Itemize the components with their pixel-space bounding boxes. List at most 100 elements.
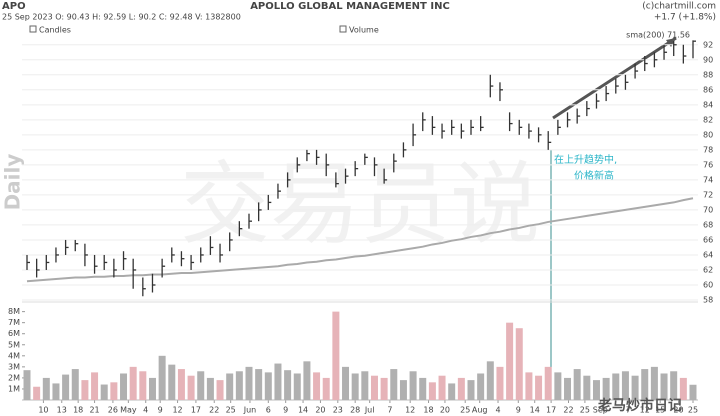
volume-bar <box>274 363 282 400</box>
symbol: APO <box>2 1 26 12</box>
x-tick-label: 25 <box>226 406 236 415</box>
volume-bar <box>284 370 292 400</box>
volume-bar <box>428 382 436 400</box>
x-tick-label: 28 <box>350 406 360 415</box>
volume-bar <box>197 371 205 400</box>
x-tick-label: Jul <box>364 406 375 415</box>
volume-bar <box>206 377 214 400</box>
volume-bar <box>255 369 263 400</box>
volume-bar <box>110 382 118 400</box>
x-tick-label: 6 <box>266 406 271 415</box>
volume-bar <box>100 384 108 400</box>
y-tick-label: 86 <box>703 85 713 94</box>
x-tick-label: 26 <box>108 406 118 415</box>
x-tick-label: 14 <box>298 406 308 415</box>
price-label: Candles <box>39 26 71 35</box>
volume-bar <box>91 372 99 400</box>
volume-tick-label: 4M <box>8 351 20 360</box>
volume-bar <box>506 322 514 400</box>
volume-bar <box>467 380 475 400</box>
sma-legend: sma(200) 71.56 <box>626 31 690 40</box>
legend-icon <box>29 25 37 33</box>
y-tick-label: 58 <box>703 296 713 305</box>
volume-bar <box>496 366 504 400</box>
source: (c)chartmill.com <box>642 2 716 12</box>
volume-bar <box>544 366 552 400</box>
volume-bar <box>264 372 272 400</box>
volume-bar <box>679 377 687 400</box>
x-tick-label: 22 <box>563 406 573 415</box>
volume-bar <box>419 377 427 400</box>
volume-bar <box>486 361 494 400</box>
x-tick-label: 23 <box>333 406 343 415</box>
volume-tick-label: 2M <box>8 373 20 382</box>
y-tick-label: 88 <box>703 70 713 79</box>
volume-bar <box>52 383 60 400</box>
volume-bar <box>448 383 456 400</box>
volume-tick-label: 3M <box>8 362 20 371</box>
volume-bar <box>641 369 649 400</box>
volume-bar <box>457 377 465 400</box>
x-tick-label: 4 <box>495 406 500 415</box>
volume-bar <box>187 375 195 400</box>
y-tick-label: 70 <box>703 205 713 214</box>
x-tick-label: 25 <box>580 406 590 415</box>
volume-bar <box>342 366 350 400</box>
x-tick-label: 25 <box>688 406 698 415</box>
x-tick-label: 12 <box>172 406 182 415</box>
x-tick-label: 7 <box>626 406 631 415</box>
volume-bar <box>670 371 678 400</box>
volume-bar <box>148 377 156 400</box>
trend-arrow-head <box>666 38 676 47</box>
volume-bar <box>660 373 668 400</box>
x-tick-label: Sep <box>593 406 608 415</box>
y-tick-label: 74 <box>703 175 713 184</box>
volume-bar <box>216 380 224 400</box>
y-tick-label: 60 <box>703 280 713 289</box>
y-tick-label: 72 <box>703 190 713 199</box>
volume-bar <box>621 371 629 400</box>
volume-bar <box>515 328 523 400</box>
volume-bar <box>477 373 485 400</box>
x-tick-label: 17 <box>546 406 556 415</box>
volume-bar <box>564 377 572 400</box>
volume-bar <box>71 369 79 400</box>
y-tick-label: 78 <box>703 145 713 154</box>
x-tick-label: Jun <box>243 406 257 415</box>
x-tick-label: 20 <box>440 406 450 415</box>
y-tick-label: 90 <box>703 55 713 64</box>
x-tick-label: 10 <box>38 406 48 415</box>
volume-bar <box>361 371 369 400</box>
volume-bar <box>370 375 378 400</box>
volume-bar <box>573 369 581 400</box>
volume-bar <box>554 372 562 400</box>
volume-tick-label: 1M <box>8 384 20 393</box>
volume-bar <box>245 366 253 400</box>
plot: 5860626466687072747678808284868890921M2M… <box>8 31 713 415</box>
volume-bar <box>293 373 301 400</box>
volume-bar <box>583 375 591 400</box>
x-tick-label: 7 <box>387 406 392 415</box>
x-tick-label: 9 <box>158 406 163 415</box>
x-tick-label: 12 <box>640 406 650 415</box>
y-tick-label: 68 <box>703 220 713 229</box>
volume-bar <box>81 380 89 400</box>
volume-label: Volume <box>349 26 379 35</box>
volume-bar <box>602 377 610 400</box>
background-watermark: 交易员说 <box>180 152 540 257</box>
volume-bar <box>177 369 185 400</box>
x-tick-label: 12 <box>405 406 415 415</box>
volume-bar <box>42 377 50 400</box>
volume-tick-label: 6M <box>8 329 20 338</box>
x-tick-label: 20 <box>673 406 683 415</box>
y-tick-label: 62 <box>703 265 713 274</box>
volume-bar <box>399 380 407 400</box>
volume-bar <box>592 380 600 400</box>
volume-bar <box>689 384 697 400</box>
x-tick-label: 9 <box>283 406 288 415</box>
watermark: 老马炒市日记 <box>598 397 682 414</box>
volume-bar <box>380 377 388 400</box>
x-tick-label: 15 <box>655 406 665 415</box>
y-tick-label: 76 <box>703 160 713 169</box>
